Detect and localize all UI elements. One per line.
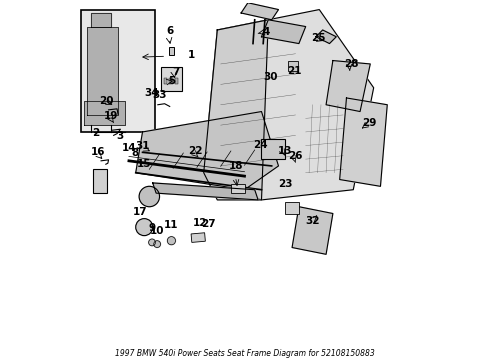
Text: 27: 27: [201, 219, 216, 229]
Bar: [169, 47, 174, 55]
Polygon shape: [291, 207, 332, 254]
Text: 23: 23: [278, 179, 292, 189]
Polygon shape: [261, 20, 305, 44]
Text: 5: 5: [167, 76, 175, 86]
Text: 33: 33: [152, 90, 166, 100]
Polygon shape: [87, 27, 118, 115]
Text: 16: 16: [90, 147, 105, 157]
Text: 34: 34: [144, 88, 159, 98]
Bar: [191, 233, 205, 242]
Bar: [230, 184, 244, 193]
Text: 28: 28: [344, 59, 358, 69]
Circle shape: [148, 239, 155, 246]
Text: 29: 29: [362, 118, 376, 129]
Text: 11: 11: [164, 220, 178, 230]
Text: 1: 1: [188, 50, 195, 60]
Text: 3: 3: [116, 131, 123, 141]
Text: 30: 30: [263, 72, 278, 82]
Polygon shape: [241, 3, 278, 20]
Polygon shape: [91, 13, 111, 27]
Text: 13: 13: [277, 146, 291, 156]
Text: 7: 7: [172, 67, 179, 77]
Text: 10: 10: [149, 225, 163, 235]
Polygon shape: [339, 98, 386, 186]
Text: 21: 21: [287, 66, 302, 76]
Text: 8: 8: [131, 148, 139, 158]
Bar: [169, 77, 172, 84]
Bar: [163, 77, 167, 84]
Polygon shape: [152, 183, 258, 200]
Bar: [93, 169, 106, 193]
Circle shape: [167, 237, 175, 245]
Circle shape: [136, 219, 152, 235]
Circle shape: [139, 186, 159, 207]
Polygon shape: [84, 102, 124, 125]
Text: 19: 19: [103, 111, 118, 121]
Polygon shape: [136, 112, 278, 190]
Text: 6: 6: [166, 26, 174, 36]
Text: 22: 22: [187, 146, 202, 156]
Polygon shape: [203, 20, 268, 200]
Text: 15: 15: [137, 159, 151, 169]
Bar: [261, 139, 285, 159]
Polygon shape: [203, 10, 373, 200]
Text: 26: 26: [287, 152, 302, 161]
Bar: [81, 10, 155, 132]
Bar: [161, 67, 181, 91]
Text: 9: 9: [148, 223, 155, 233]
Text: 24: 24: [253, 140, 267, 150]
Text: 14: 14: [122, 143, 136, 153]
Bar: [175, 77, 178, 84]
Polygon shape: [325, 60, 369, 112]
Text: 4: 4: [262, 27, 269, 37]
Polygon shape: [315, 30, 336, 44]
Text: 18: 18: [228, 161, 243, 171]
Text: 32: 32: [305, 216, 319, 226]
Text: 12: 12: [192, 218, 206, 228]
Text: 20: 20: [100, 96, 114, 106]
Bar: [287, 60, 298, 71]
Text: 31: 31: [135, 141, 149, 151]
Text: 17: 17: [132, 207, 147, 217]
Text: 1997 BMW 540i Power Seats Seat Frame Diagram for 52108150883: 1997 BMW 540i Power Seats Seat Frame Dia…: [114, 350, 374, 359]
Circle shape: [153, 241, 160, 248]
Bar: [285, 202, 298, 213]
Text: 25: 25: [311, 33, 325, 43]
Text: 2: 2: [92, 127, 99, 138]
